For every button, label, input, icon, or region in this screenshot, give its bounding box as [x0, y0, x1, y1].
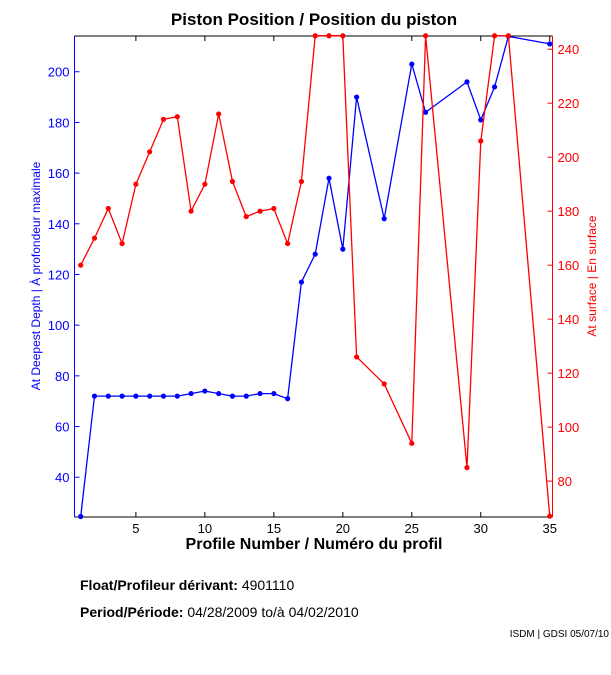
y-left-tick-label: 120 [48, 267, 70, 282]
x-axis-label: Profile Number / Numéro du profil [186, 536, 443, 553]
data-point-surface [491, 33, 498, 39]
data-point-surface [381, 381, 387, 387]
data-point-deepest [229, 393, 236, 399]
y-axis-label-left: At Deepest Depth | À profondeur maximale [28, 161, 43, 390]
period-end: 04/02/2010 [288, 604, 359, 620]
period-label: Period/Période: [80, 604, 184, 620]
float-value: 4901110 [241, 577, 295, 593]
x-tick-label: 25 [405, 521, 419, 536]
y-left-tick-label: 40 [55, 470, 69, 485]
data-point-deepest [91, 393, 98, 399]
data-point-surface [257, 208, 263, 214]
x-tick-label: 30 [474, 521, 488, 536]
y-right-tick-label: 240 [558, 42, 580, 57]
data-point-deepest [312, 251, 318, 257]
data-point-surface [354, 354, 360, 360]
data-point-surface [133, 181, 139, 187]
y-right-tick-label: 80 [558, 474, 572, 489]
data-point-deepest [257, 390, 263, 397]
y-right-tick-label: 140 [558, 312, 580, 327]
data-point-surface [409, 440, 415, 446]
data-point-surface [285, 240, 291, 247]
y-left-tick-label: 60 [55, 420, 69, 435]
data-point-surface [174, 114, 180, 120]
data-point-surface [119, 240, 125, 247]
period-start: 04/28/2009 [187, 604, 258, 620]
y-right-tick-label: 160 [558, 258, 580, 273]
data-point-surface [464, 465, 470, 471]
data-point-deepest [464, 79, 470, 85]
data-point-surface [188, 208, 194, 214]
data-point-surface [105, 205, 111, 212]
y-axis-label-right: At surface | En surface [585, 215, 599, 336]
x-tick-label: 15 [267, 521, 281, 536]
data-point-deepest [160, 393, 167, 399]
series-line-surface [80, 35, 551, 517]
data-point-surface [160, 116, 167, 123]
data-point-deepest [188, 390, 194, 397]
data-point-deepest [147, 393, 153, 399]
data-point-surface [271, 205, 277, 212]
data-point-surface [326, 33, 332, 39]
data-point-deepest [105, 393, 111, 399]
data-point-surface [505, 33, 511, 39]
data-point-deepest [271, 390, 277, 397]
float-info: Float/Profileur dérivant: 4901110 [80, 577, 294, 593]
credit-text: ISDM | GDSI 05/07/10 [509, 629, 609, 640]
x-tick-label: 10 [198, 521, 212, 536]
data-point-surface [312, 33, 318, 39]
data-point-deepest [340, 246, 346, 252]
x-tick-label: 20 [336, 521, 350, 536]
y-left-tick-label: 200 [48, 65, 70, 80]
data-point-deepest [119, 393, 125, 399]
period-info: Period/Période: 04/28/2009 to/à 04/02/20… [80, 604, 359, 620]
piston-position-chart: Piston Position / Position du piston Pro… [28, 10, 599, 553]
data-point-deepest [381, 216, 387, 222]
data-point-surface [91, 235, 98, 241]
data-point-deepest [547, 41, 553, 47]
y-right-tick-label: 100 [558, 420, 580, 435]
data-point-deepest [326, 175, 332, 181]
data-point-surface [243, 213, 249, 220]
data-point-deepest [478, 117, 484, 123]
y-left-tick-label: 140 [48, 217, 70, 232]
float-label: Float/Profileur dérivant: [80, 577, 238, 593]
y-left-tick-label: 100 [48, 318, 70, 333]
y-right-tick-label: 220 [558, 96, 580, 111]
data-point-deepest [422, 109, 429, 115]
x-tick-label: 35 [543, 521, 557, 536]
data-point-surface [147, 149, 153, 155]
data-point-surface [422, 33, 429, 39]
data-point-deepest [243, 393, 249, 399]
data-point-surface [340, 33, 346, 39]
data-point-deepest [174, 393, 180, 399]
y-left-tick-label: 180 [48, 115, 70, 130]
data-point-surface [78, 262, 84, 268]
series-line-deepest [80, 35, 550, 517]
x-tick-label: 5 [132, 521, 139, 536]
data-point-deepest [298, 279, 305, 285]
data-point-deepest [202, 388, 208, 394]
data-point-deepest [491, 84, 498, 90]
data-point-deepest [409, 61, 415, 67]
y-right-tick-label: 120 [558, 366, 580, 381]
data-point-surface [478, 138, 484, 144]
data-point-deepest [216, 390, 222, 397]
y-right-tick-label: 180 [558, 204, 580, 219]
y-right-tick-label: 200 [558, 150, 580, 165]
y-left-tick-label: 160 [48, 166, 70, 181]
data-point-deepest [133, 393, 139, 399]
chart-title: Piston Position / Position du piston [171, 10, 457, 29]
y-left-tick-label: 80 [55, 369, 69, 384]
data-point-surface [202, 181, 208, 187]
data-point-deepest [354, 94, 360, 100]
period-sep: to/à [261, 604, 285, 620]
data-point-surface [216, 111, 222, 117]
data-point-deepest [78, 513, 84, 520]
data-point-deepest [285, 396, 291, 402]
data-point-surface [298, 178, 305, 185]
data-point-surface [547, 513, 553, 519]
data-point-surface [229, 178, 236, 185]
